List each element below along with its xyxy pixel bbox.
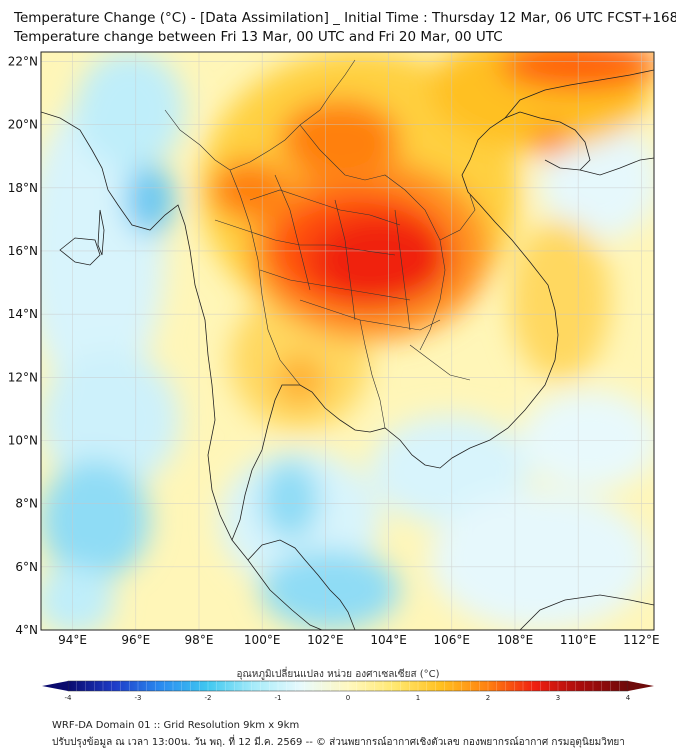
lat-label: 18°N — [8, 181, 38, 195]
colorbar: -4 -3 -2 -1 0 1 2 3 4 — [42, 680, 654, 702]
colorbar-tick-label: 3 — [556, 694, 560, 702]
lat-label: 14°N — [8, 307, 38, 321]
lat-label: 12°N — [8, 370, 38, 384]
colorbar-tick-label: 2 — [486, 694, 490, 702]
footer-model-info: WRF-DA Domain 01 :: Grid Resolution 9km … — [52, 720, 300, 731]
colorbar-title: อุณหภูมิเปลี่ยนแปลง หน่วย องศาเซลเซียส (… — [236, 669, 440, 680]
colorbar-tick-label: -4 — [65, 694, 73, 702]
lat-label: 10°N — [8, 433, 38, 447]
lat-label: 6°N — [15, 560, 38, 574]
lat-label: 4°N — [15, 623, 38, 637]
lon-label: 110°E — [560, 633, 597, 647]
lat-label: 20°N — [8, 118, 38, 132]
colorbar-tick-label: 4 — [626, 694, 631, 702]
lat-label: 22°N — [8, 54, 38, 68]
colorbar-tick-label: -2 — [205, 694, 212, 702]
lat-label: 16°N — [8, 244, 38, 258]
lon-label: 106°E — [434, 633, 471, 647]
temperature-field — [41, 52, 654, 630]
lon-label: 112°E — [623, 633, 660, 647]
lon-label: 98°E — [185, 633, 214, 647]
latitude-labels: 22°N 20°N 18°N 16°N 14°N 12°N 10°N 8°N 6°N 4°N — [8, 54, 38, 637]
lon-label: 108°E — [497, 633, 534, 647]
lon-label: 94°E — [58, 633, 87, 647]
coastlines — [41, 69, 654, 630]
lat-lon-grid — [41, 52, 654, 630]
lon-label: 104°E — [370, 633, 407, 647]
lon-label: 102°E — [307, 633, 344, 647]
lon-label: 96°E — [121, 633, 150, 647]
chart-title: Temperature Change (°C) - [Data Assimila… — [14, 10, 676, 26]
lat-label: 8°N — [15, 497, 38, 511]
colorbar-tick-label: -3 — [135, 694, 142, 702]
chart-subtitle: Temperature change between Fri 13 Mar, 0… — [14, 29, 503, 45]
colorbar-min-extend — [42, 681, 68, 691]
colorbar-tick-label: 1 — [416, 694, 420, 702]
lon-label: 100°E — [244, 633, 281, 647]
country-borders — [164, 59, 476, 429]
longitude-labels: 94°E 96°E 98°E 100°E 102°E 104°E 106°E 108°E 110… — [58, 633, 659, 647]
footer-credit: ปรับปรุงข้อมูล ณ เวลา 13:00น. วัน พฤ. ที… — [52, 737, 625, 748]
colorbar-tick-label: -1 — [275, 694, 282, 702]
colorbar-max-extend — [628, 681, 654, 691]
plot-frame — [40, 51, 655, 631]
colorbar-tick-label: 0 — [346, 694, 350, 702]
